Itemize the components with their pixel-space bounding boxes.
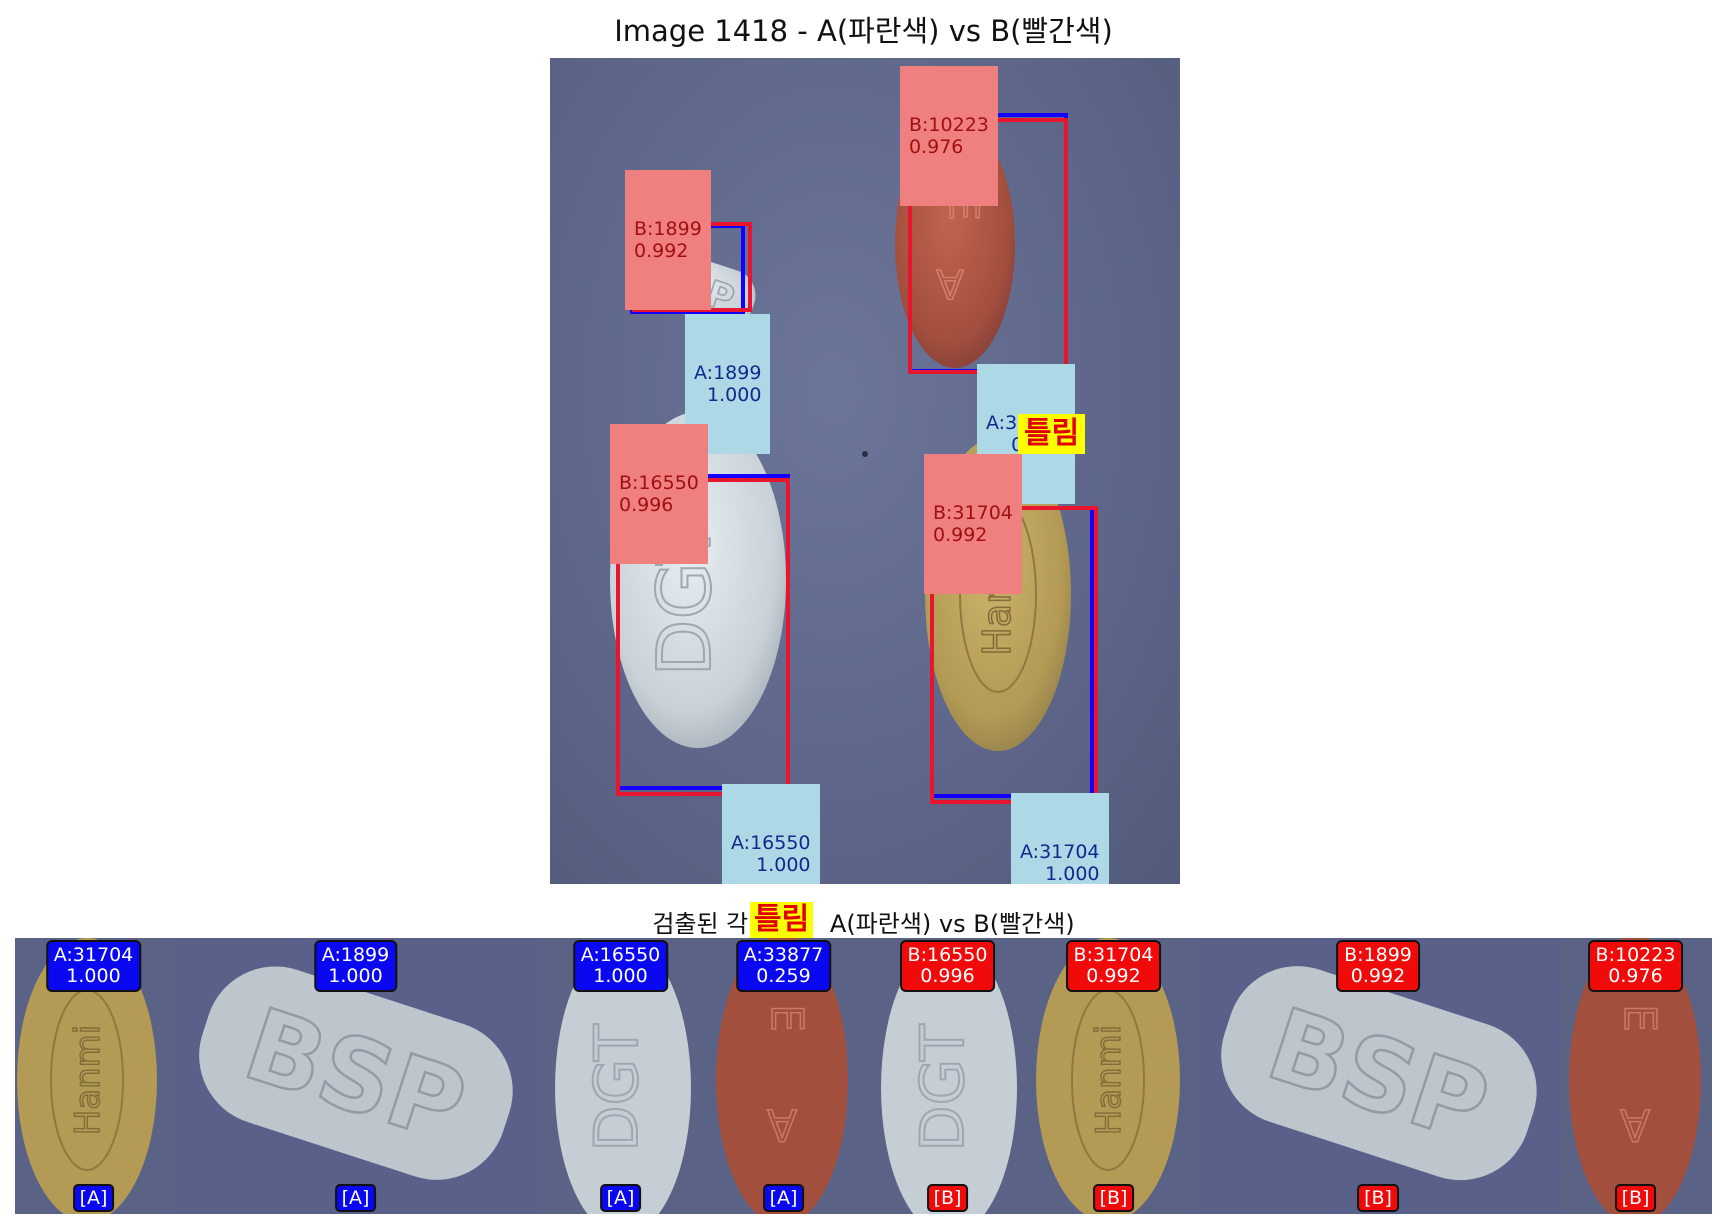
strip-title: 검출된 각 A(파란색) vs B(빨간색) 틀림 — [0, 902, 1727, 939]
crop-tag: [B] — [1614, 1184, 1657, 1212]
svg-text:A: A — [936, 260, 964, 306]
crop-tag: [A] — [599, 1184, 642, 1212]
label-b-bsp: B:1899 0.992 — [625, 170, 711, 310]
label-b-yellow: B:31704 0.992 — [924, 454, 1022, 594]
svg-text:Hanmi: Hanmi — [68, 1025, 108, 1136]
mismatch-badge: 틀림 — [1018, 414, 1086, 454]
crop-b-1899: BSP B:1899 0.992 [B] — [1197, 938, 1559, 1214]
crop-tag: [B] — [926, 1184, 969, 1212]
crop-label: B:1899 0.992 — [1336, 940, 1420, 992]
crop-label: A:33877 0.259 — [735, 940, 832, 992]
strip-mismatch-badge: 틀림 — [750, 902, 814, 938]
label-a-white: A:16550 1.000 — [722, 784, 820, 884]
crop-b-16550: DGT B:16550 0.996 [B] — [865, 938, 1030, 1214]
crop-tag: [A] — [72, 1184, 115, 1212]
crop-a-1899: BSP A:1899 1.000 [A] — [172, 938, 539, 1214]
label-a-bsp: A:1899 1.000 — [685, 314, 771, 454]
crop-tag: [A] — [762, 1184, 805, 1212]
label-a-yellow: A:31704 1.000 — [1011, 793, 1109, 884]
crop-label: B:31704 0.992 — [1065, 940, 1162, 992]
crop-tag: [A] — [334, 1184, 377, 1212]
svg-text:A: A — [767, 1099, 797, 1150]
crop-tag: [B] — [1092, 1184, 1135, 1212]
crop-strip: Hanmi A:31704 1.000 [A] BSP A:1899 1.000… — [15, 938, 1712, 1214]
crop-tag: [B] — [1357, 1184, 1399, 1212]
svg-text:A: A — [1620, 1099, 1650, 1150]
crop-label: A:31704 1.000 — [45, 940, 142, 992]
strip-title-suffix: A(파란색) vs B(빨간색) — [822, 910, 1075, 938]
label-b-white: B:16550 0.996 — [610, 424, 708, 564]
crop-label: A:1899 1.000 — [313, 940, 398, 992]
label-b-red: B:10223 0.976 — [900, 66, 998, 206]
crop-a-16550: DGT A:16550 1.000 [A] — [539, 938, 702, 1214]
svg-text:DGT: DGT — [908, 1024, 978, 1152]
svg-text:Hanmi: Hanmi — [1089, 1025, 1129, 1136]
crop-label: A:16550 1.000 — [572, 940, 669, 992]
crop-a-33877: E A A:33877 0.259 [A] — [702, 938, 865, 1214]
svg-text:DGT: DGT — [582, 1024, 652, 1152]
svg-text:E: E — [1614, 1004, 1665, 1032]
crop-label: B:10223 0.976 — [1587, 940, 1684, 992]
page-title: Image 1418 - A(파란색) vs B(빨간색) — [614, 14, 1113, 48]
crop-b-31704: Hanmi B:31704 0.992 [B] — [1030, 938, 1197, 1214]
strip-title-prefix: 검출된 각 — [652, 910, 749, 938]
crop-label: B:16550 0.996 — [899, 940, 996, 992]
svg-text:E: E — [761, 1004, 812, 1032]
crop-b-10223: E A B:10223 0.976 [B] — [1559, 938, 1712, 1214]
crop-a-31704: Hanmi A:31704 1.000 [A] — [15, 938, 172, 1214]
